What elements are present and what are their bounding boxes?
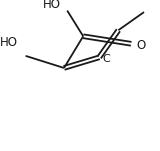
Text: C: C (102, 54, 110, 64)
Text: O: O (136, 39, 145, 52)
Text: HO: HO (43, 0, 61, 11)
Text: HO: HO (0, 36, 18, 49)
